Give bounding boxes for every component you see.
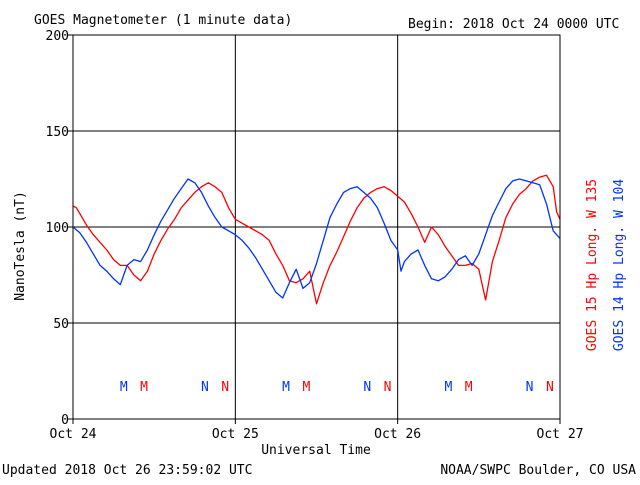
event-marker-m: M (282, 380, 290, 395)
y-axis-ticks: 0 50 100 150 200 (46, 29, 73, 428)
x-tick-label: Oct 27 (537, 427, 584, 442)
y-tick-label: 0 (61, 413, 69, 428)
event-marker-n: N (546, 380, 554, 395)
series-lines (72, 174, 561, 305)
y-tick-label: 100 (46, 221, 69, 236)
event-marker-n: N (221, 380, 229, 395)
source-credit: NOAA/SWPC Boulder, CO USA (440, 463, 636, 478)
event-marker-n: N (526, 380, 534, 395)
series-line-goes14 (72, 178, 561, 299)
begin-time-label: Begin: 2018 Oct 24 0000 UTC (408, 17, 619, 32)
y-tick-label: 50 (53, 317, 69, 332)
event-marker-m: M (140, 380, 148, 395)
updated-timestamp: Updated 2018 Oct 26 23:59:02 UTC (2, 463, 252, 478)
event-marker-m: M (120, 380, 128, 395)
legend-goes15: GOES 15 Hp Long. W 135 (585, 179, 600, 351)
event-marker-n: N (201, 380, 209, 395)
event-marker-m: M (465, 380, 473, 395)
grid-lines (73, 35, 560, 419)
x-tick-label: Oct 24 (50, 427, 97, 442)
chart-title: GOES Magnetometer (1 minute data) (34, 13, 292, 28)
y-axis-label: NanoTesla (nT) (13, 191, 28, 301)
legend-goes14: GOES 14 Hp Long. W 104 (612, 179, 627, 351)
event-marker-n: N (363, 380, 371, 395)
x-axis-label: Universal Time (261, 443, 371, 458)
event-marker-m: M (302, 380, 310, 395)
x-tick-label: Oct 25 (212, 427, 259, 442)
event-marker-n: N (384, 380, 392, 395)
x-tick-label: Oct 26 (374, 427, 421, 442)
series-line-goes15 (72, 174, 561, 305)
y-tick-label: 150 (46, 125, 69, 140)
x-axis-ticks: Oct 24 Oct 25 Oct 26 Oct 27 (50, 419, 584, 442)
y-tick-label: 200 (46, 29, 69, 44)
event-marker-m: M (444, 380, 452, 395)
